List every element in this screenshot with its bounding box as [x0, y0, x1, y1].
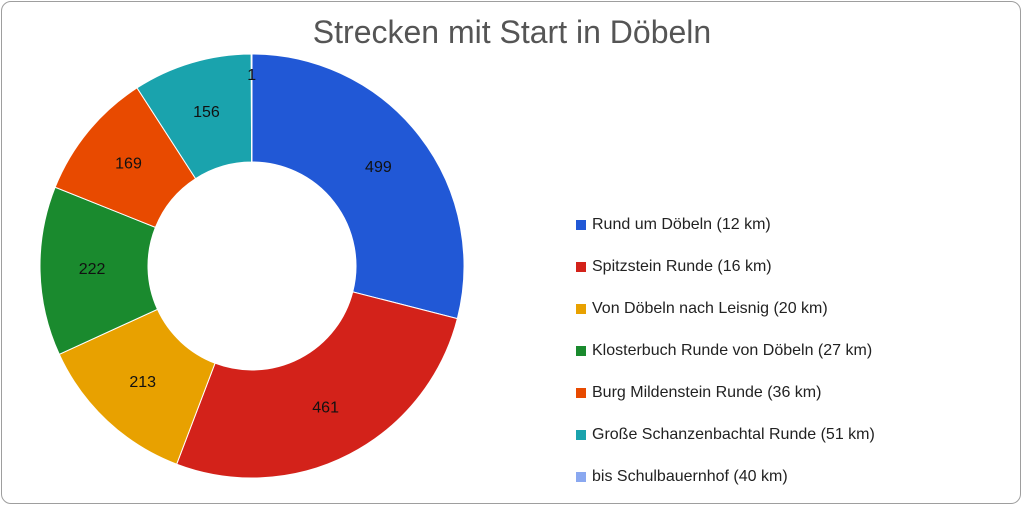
donut-slice-6[interactable] — [250, 53, 253, 163]
chart-legend: Rund um Döbeln (12 km) Spitzstein Runde (… — [576, 204, 875, 498]
slice-value-label: 169 — [115, 155, 142, 172]
slice-value-label: 213 — [129, 374, 156, 391]
legend-item-0[interactable]: Rund um Döbeln (12 km) — [576, 204, 875, 246]
legend-swatch — [576, 388, 586, 398]
legend-item-5[interactable]: Große Schanzenbachtal Runde (51 km) — [576, 414, 875, 456]
slice-value-label: 461 — [312, 399, 339, 416]
legend-item-3[interactable]: Klosterbuch Runde von Döbeln (27 km) — [576, 330, 875, 372]
legend-swatch — [576, 262, 586, 272]
legend-swatch — [576, 430, 586, 440]
donut-slice-3[interactable] — [39, 186, 159, 356]
legend-swatch — [576, 220, 586, 230]
legend-item-4[interactable]: Burg Mildenstein Runde (36 km) — [576, 372, 875, 414]
legend-label: Rund um Döbeln (12 km) — [592, 216, 771, 233]
slice-value-label: 499 — [365, 159, 392, 176]
chart-title: Strecken mit Start in Döbeln — [312, 14, 712, 50]
slice-value-label: 156 — [193, 104, 220, 121]
slice-value-label: 1 — [247, 67, 256, 84]
legend-label: Burg Mildenstein Runde (36 km) — [592, 384, 822, 401]
legend-item-2[interactable]: Von Döbeln nach Leisnig (20 km) — [576, 288, 875, 330]
legend-item-6[interactable]: bis Schulbauernhof (40 km) — [576, 456, 875, 498]
legend-swatch — [576, 304, 586, 314]
slice-value-label: 222 — [79, 261, 106, 278]
legend-label: Spitzstein Runde (16 km) — [592, 258, 772, 275]
legend-swatch — [576, 346, 586, 356]
legend-label: bis Schulbauernhof (40 km) — [592, 468, 788, 485]
donut-slice-1[interactable] — [176, 291, 458, 479]
legend-label: Von Döbeln nach Leisnig (20 km) — [592, 300, 828, 317]
legend-label: Große Schanzenbachtal Runde (51 km) — [592, 426, 875, 443]
donut-slice-0[interactable] — [251, 53, 465, 320]
legend-swatch — [576, 472, 586, 482]
legend-label: Klosterbuch Runde von Döbeln (27 km) — [592, 342, 873, 359]
legend-item-1[interactable]: Spitzstein Runde (16 km) — [576, 246, 875, 288]
